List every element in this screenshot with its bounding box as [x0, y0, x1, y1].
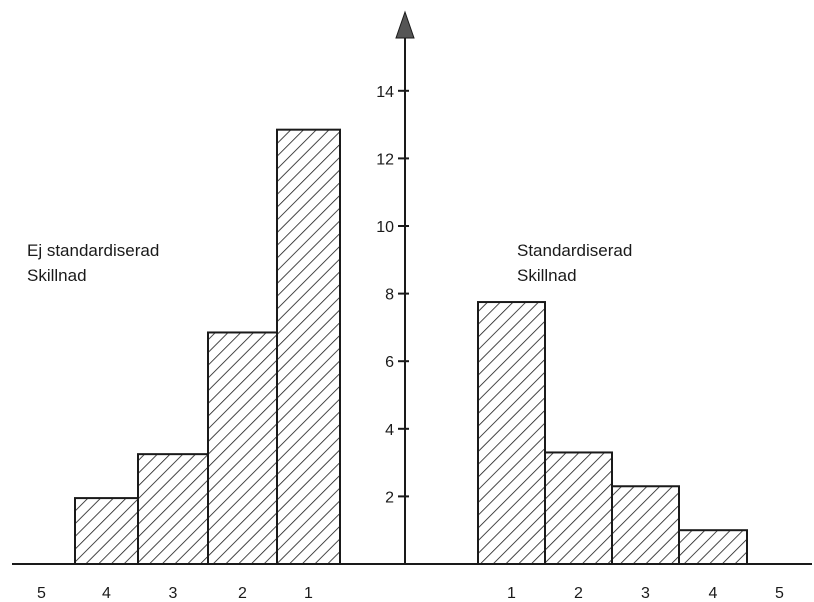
left-bar-1 [276, 128, 341, 565]
right-x-tick-3: 3 [641, 585, 650, 602]
left-bar-2 [207, 331, 278, 565]
bars-right-group [477, 301, 748, 566]
y-ticks-group: 2 4 6 8 10 12 14 [376, 84, 409, 506]
y-tick-label-2: 2 [385, 489, 394, 506]
right-bar-2 [544, 451, 613, 565]
left-x-tick-5: 5 [37, 585, 46, 602]
left-panel-label-line1: Ej standardiserad [27, 241, 159, 260]
left-x-tick-4: 4 [102, 585, 111, 602]
right-x-tick-2: 2 [574, 585, 583, 602]
y-tick-label-10: 10 [376, 219, 394, 236]
right-panel-label-line2: Skillnad [517, 266, 577, 285]
y-tick-label-8: 8 [385, 287, 394, 304]
left-x-tick-3: 3 [169, 585, 178, 602]
right-bar-4 [678, 529, 748, 566]
y-tick-label-12: 12 [376, 151, 394, 168]
right-x-tick-5: 5 [775, 585, 784, 602]
right-panel-label-line1: Standardiserad [517, 241, 632, 260]
y-axis-arrow-icon [395, 10, 415, 39]
bars-left-group [74, 128, 341, 565]
y-tick-label-4: 4 [385, 422, 394, 439]
left-panel-label-line2: Skillnad [27, 266, 87, 285]
x-ticks-group: 5 4 3 2 1 1 2 3 4 5 [37, 585, 784, 602]
right-x-tick-1: 1 [507, 585, 516, 602]
left-bar-4 [74, 497, 139, 565]
y-tick-label-14: 14 [376, 84, 394, 101]
y-tick-label-6: 6 [385, 354, 394, 371]
left-x-tick-2: 2 [238, 585, 247, 602]
right-bar-3 [611, 485, 680, 566]
left-bar-3 [137, 453, 209, 565]
right-x-tick-4: 4 [709, 585, 718, 602]
left-x-tick-1: 1 [304, 585, 313, 602]
right-bar-1 [477, 301, 546, 565]
